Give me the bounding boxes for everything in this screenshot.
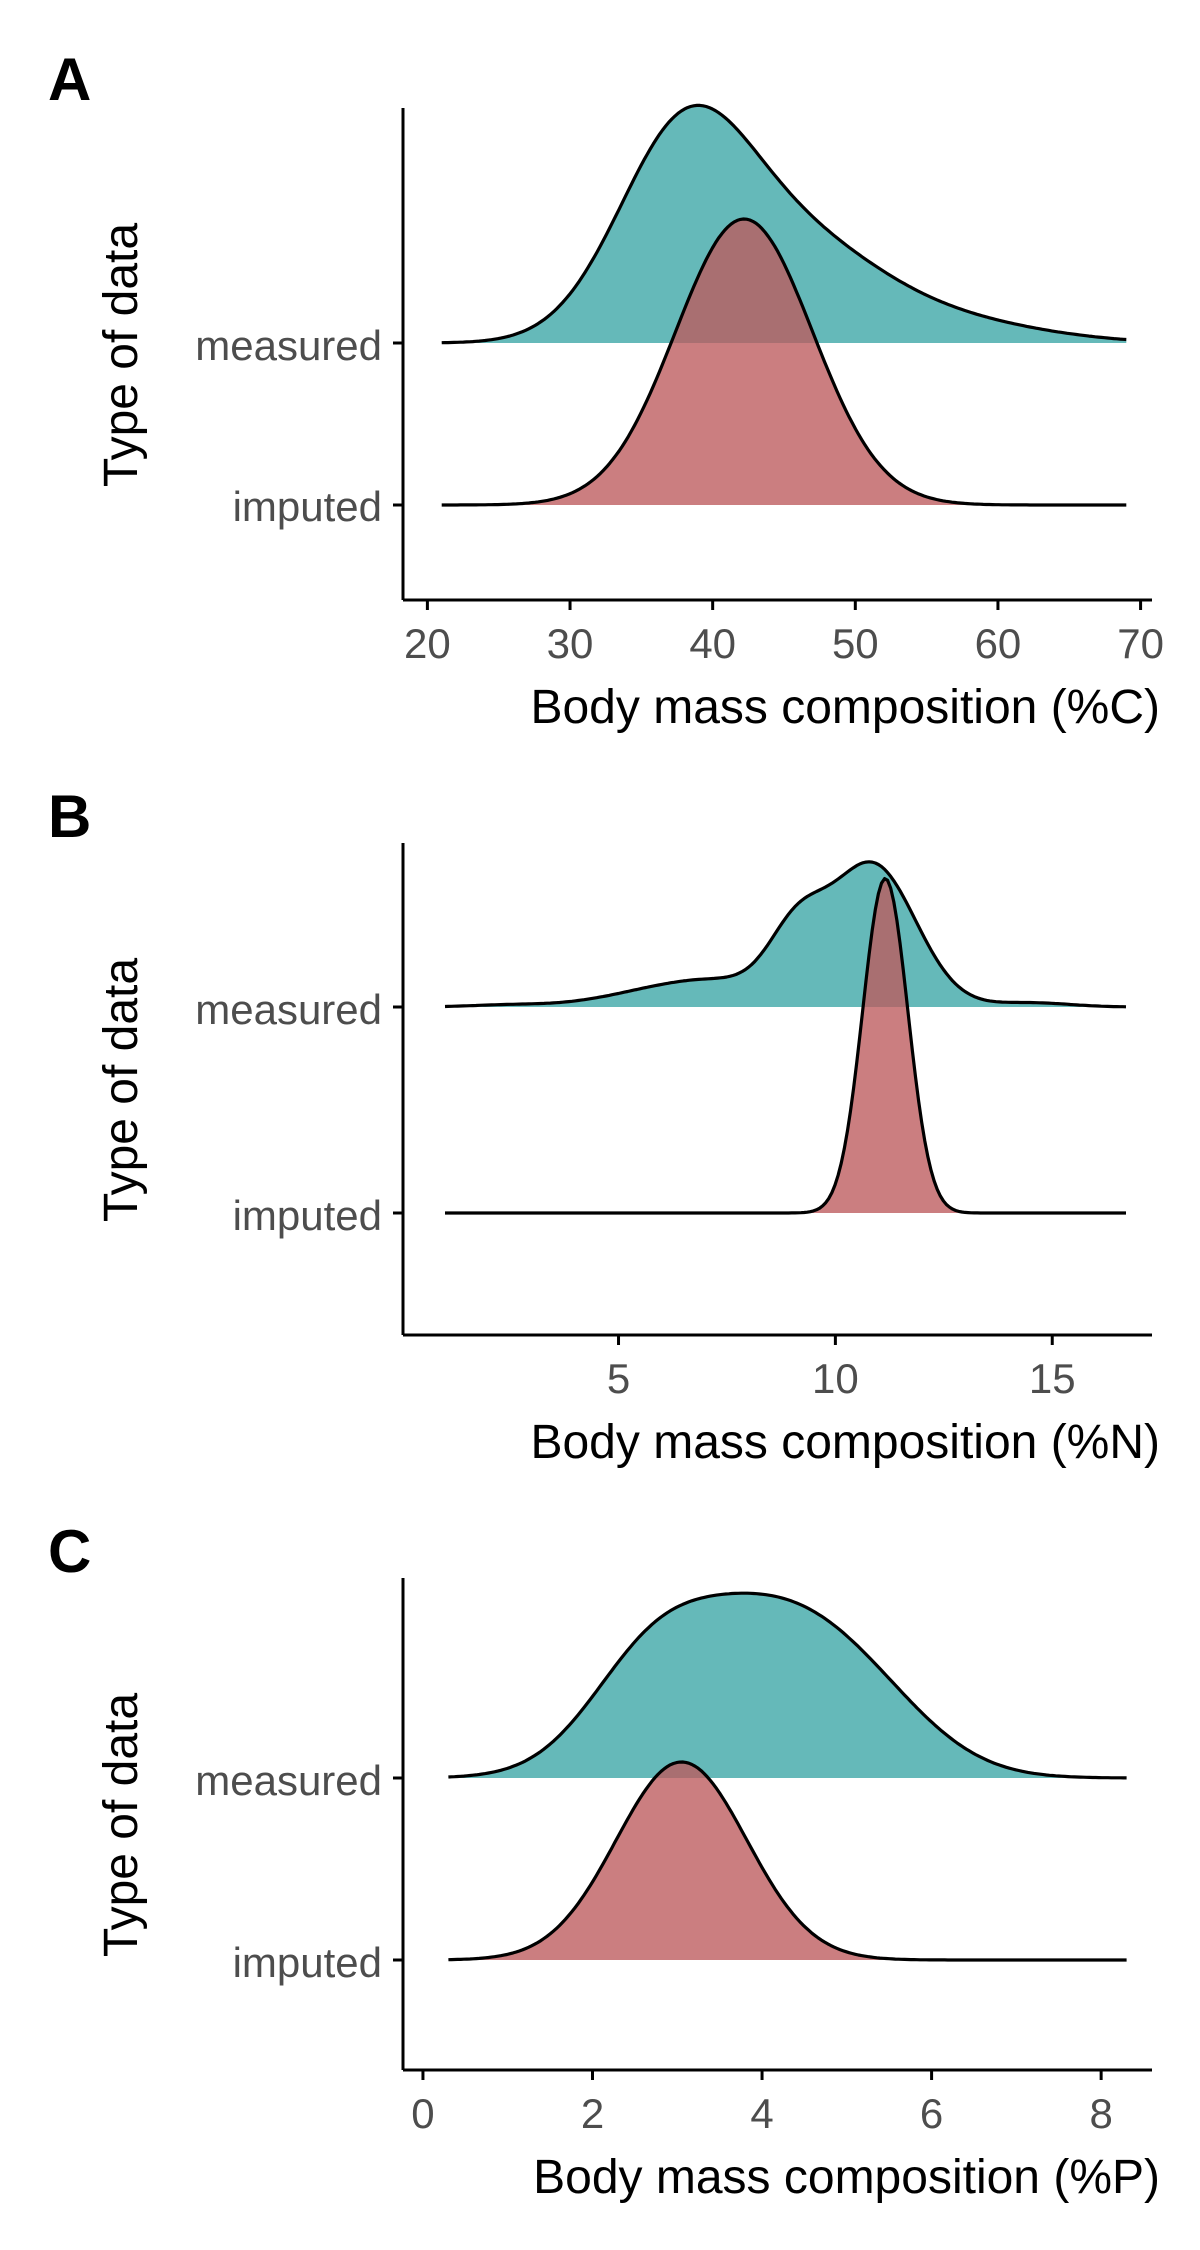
panel-label: B: [48, 783, 91, 850]
x-tick-label: 10: [812, 1355, 859, 1402]
y-axis-title: Type of data: [95, 958, 148, 1222]
density-line-measured: [448, 1591, 1127, 1780]
x-axis-title: Body mass composition (%C): [530, 681, 1160, 734]
x-tick-label: 15: [1029, 1355, 1076, 1402]
x-tick-label: 8: [1089, 2090, 1112, 2137]
y-tick-label-measured: measured: [195, 1757, 382, 1804]
x-axis-title: Body mass composition (%P): [533, 2151, 1160, 2204]
x-tick-label: 70: [1117, 620, 1164, 667]
density-line-imputed: [441, 217, 1127, 507]
density-fill-imputed: [441, 219, 1127, 505]
density-fill-measured: [448, 1593, 1127, 1778]
density-fill-measured: [441, 105, 1127, 344]
y-tick-label-measured: measured: [195, 986, 382, 1033]
density-marks: [441, 103, 1127, 507]
y-tick-label-imputed: imputed: [233, 1192, 382, 1239]
axes: 20 30 40 50 60 70: [393, 108, 1164, 667]
density-line-measured: [441, 103, 1127, 345]
density-marks: [448, 1591, 1127, 1962]
y-tick-label-imputed: imputed: [233, 1939, 382, 1986]
x-tick-label: 50: [832, 620, 879, 667]
density-line-imputed: [448, 1760, 1127, 1962]
x-tick-label: 30: [547, 620, 594, 667]
y-tick-label-imputed: imputed: [233, 483, 382, 530]
density-fill-imputed: [448, 1762, 1127, 1960]
x-tick-label: 5: [607, 1355, 630, 1402]
density-marks: [444, 860, 1127, 1215]
x-tick-label: 60: [975, 620, 1022, 667]
panel-label: A: [48, 46, 91, 113]
y-tick-label-measured: measured: [195, 322, 382, 369]
density-line-imputed: [445, 877, 1126, 1215]
axes: 5 10 15: [393, 843, 1152, 1402]
x-tick-label: 4: [750, 2090, 773, 2137]
density-line-measured: [444, 860, 1127, 1009]
y-axis-title: Type of data: [95, 1693, 148, 1957]
x-tick-label: 20: [404, 620, 451, 667]
panel-b: B Type of data measured imputed Body mas…: [48, 783, 1160, 1469]
x-axis-title: Body mass composition (%N): [530, 1416, 1160, 1469]
panel-label: C: [48, 1518, 91, 1585]
x-tick-label: 2: [581, 2090, 604, 2137]
panel-a: A Type of data measured imputed Body mas…: [48, 46, 1164, 734]
y-axis-title: Type of data: [95, 223, 148, 487]
panel-c: C Type of data measured imputed Body mas…: [48, 1518, 1160, 2204]
x-tick-label: 6: [920, 2090, 943, 2137]
density-fill-measured: [445, 861, 1126, 1007]
x-tick-label: 0: [411, 2090, 434, 2137]
x-tick-label: 40: [689, 620, 736, 667]
axes: 0 2 4 6 8: [393, 1578, 1152, 2137]
